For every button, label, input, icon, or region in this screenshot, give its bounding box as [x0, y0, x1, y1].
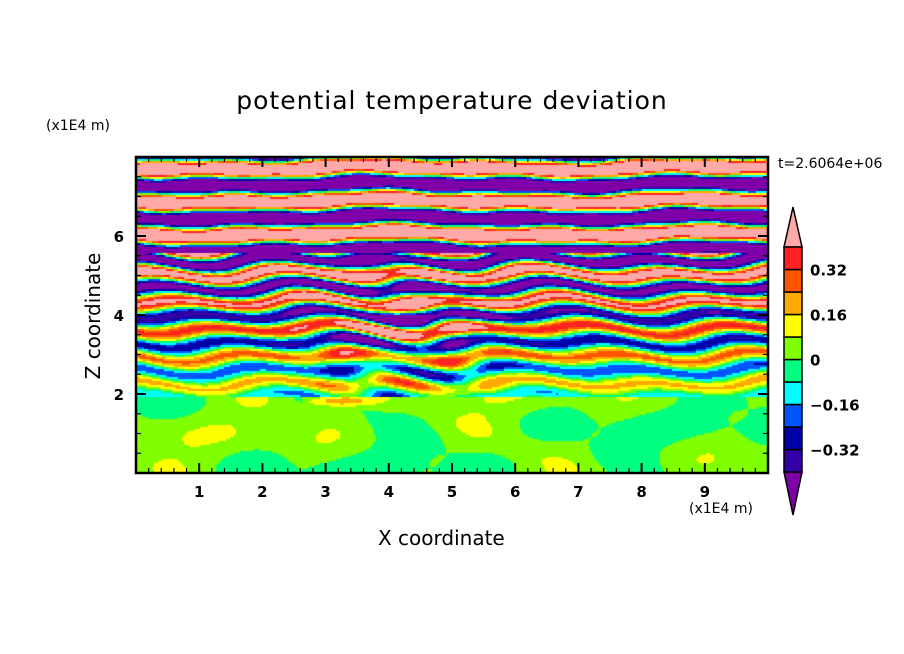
x-tick-label: 7: [573, 483, 583, 501]
colorbar-box: [783, 358, 803, 383]
colorbar-box: [783, 336, 803, 361]
colorbar-extend-high: [783, 206, 803, 248]
x-tick-label: 3: [320, 483, 330, 501]
y-tick-label: 2: [114, 386, 124, 404]
colorbar-label: −0.32: [810, 442, 860, 460]
chart-title: potential temperature deviation: [236, 86, 668, 115]
x-tick-label: 8: [636, 483, 646, 501]
colorbar-box: [783, 291, 803, 316]
x-tick-label: 2: [257, 483, 267, 501]
colorbar-box: [783, 448, 803, 473]
x-axis-label: X coordinate: [378, 526, 505, 550]
colorbar-label: 0: [810, 352, 820, 370]
colorbar-box: [783, 246, 803, 271]
colorbar-box: [783, 426, 803, 451]
x-tick-label: 4: [384, 483, 394, 501]
colorbar-extend-low: [783, 471, 803, 516]
x-tick-label: 1: [194, 483, 204, 501]
y-tick-label: 6: [114, 228, 124, 246]
x-tick-label: 5: [447, 483, 457, 501]
y-tick-label: 4: [114, 307, 124, 325]
x-tick-label: 6: [510, 483, 520, 501]
plot-frame: [134, 155, 770, 475]
x-axis-unit: (x1E4 m): [689, 501, 753, 517]
colorbar-box: [783, 313, 803, 338]
time-annotation: t=2.6064e+06: [778, 156, 883, 172]
x-tick-label: 9: [700, 483, 710, 501]
colorbar-box: [783, 268, 803, 293]
colorbar-label: 0.16: [810, 307, 847, 325]
colorbar-box: [783, 381, 803, 406]
y-axis-unit: (x1E4 m): [46, 118, 110, 134]
colorbar-box: [783, 403, 803, 428]
contour-field: [136, 157, 768, 473]
colorbar-label: −0.16: [810, 397, 860, 415]
colorbar-label: 0.32: [810, 262, 847, 280]
